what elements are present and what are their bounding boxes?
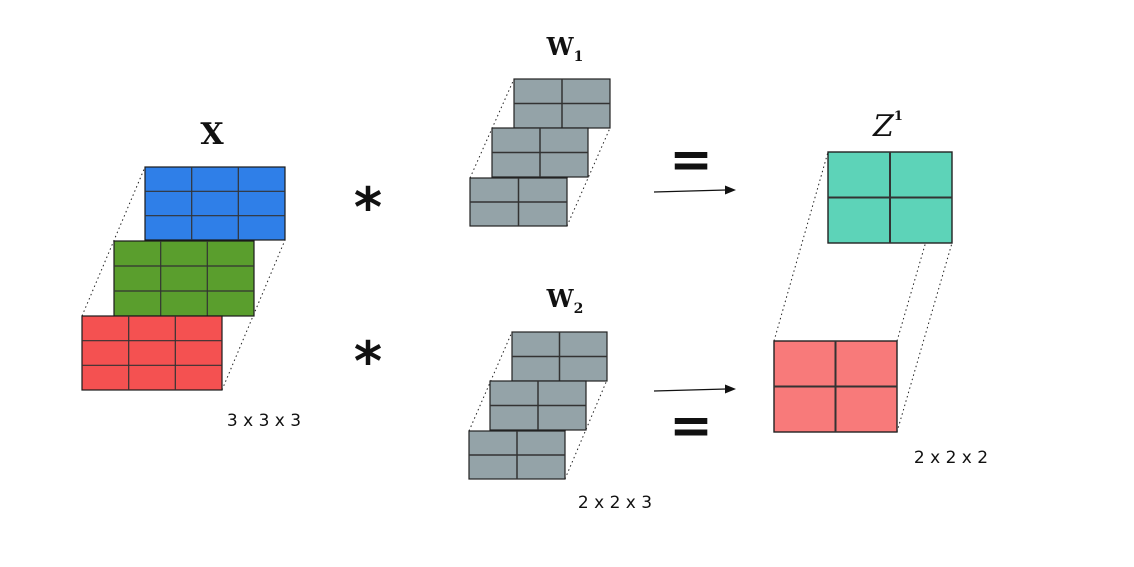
- filter-w2: W2 2 x 2 x 3: [468, 284, 652, 513]
- filter-dims-label: 2 x 2 x 3: [578, 493, 652, 513]
- output-tensor-z: Z1 2 x 2 x 2: [773, 109, 988, 468]
- filter-w2-layer-back: [511, 331, 608, 382]
- filter-w2-label: W2: [546, 284, 584, 317]
- equals-sign-1: =: [669, 130, 713, 190]
- output-label-z: Z1: [872, 109, 903, 144]
- output-dims-label: 2 x 2 x 2: [914, 448, 988, 468]
- arrow-2: [653, 384, 736, 394]
- input-channel-blue: [144, 166, 286, 241]
- input-channel-red: [81, 315, 223, 391]
- conv-operator-1: *: [354, 176, 382, 239]
- input-label-x: X: [200, 117, 224, 152]
- filter-w1: W1: [469, 32, 611, 227]
- conv-operator-2: *: [354, 330, 382, 393]
- input-dims-label: 3 x 3 x 3: [227, 411, 301, 431]
- input-tensor-x: X 3 x 3 x 3: [81, 117, 301, 431]
- filter-w1-layer-back: [513, 78, 611, 129]
- output-channel-teal: [827, 151, 953, 244]
- filter-w1-layer-mid: [491, 127, 589, 178]
- equals-sign-2: =: [669, 396, 713, 456]
- arrow-1: [653, 185, 736, 195]
- filter-w2-layer-mid: [489, 380, 587, 431]
- input-channel-green: [113, 240, 255, 317]
- output-depth-lines: [773, 151, 953, 433]
- filter-w1-layer-front: [469, 177, 568, 227]
- filter-w2-layer-front: [468, 430, 566, 480]
- filter-w1-label: W1: [546, 32, 584, 65]
- output-channel-pink: [773, 340, 898, 433]
